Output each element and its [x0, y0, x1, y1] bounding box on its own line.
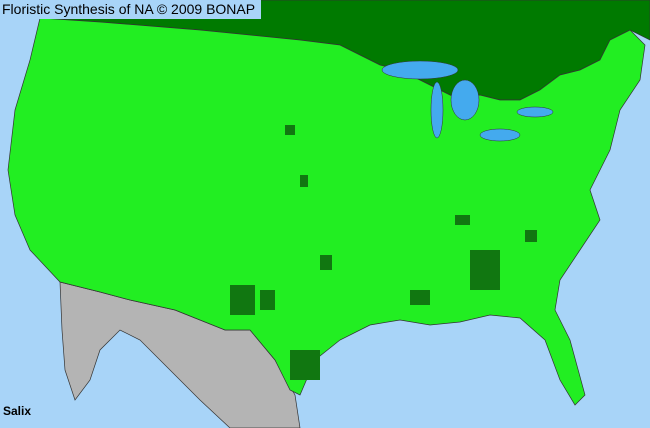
dark-county-patches	[230, 125, 537, 380]
taxon-label: Salix	[3, 404, 32, 418]
map-title: Floristic Synthesis of NA © 2009 BONAP	[0, 0, 262, 19]
usa-region	[7, 17, 646, 406]
great-lakes	[381, 60, 554, 142]
